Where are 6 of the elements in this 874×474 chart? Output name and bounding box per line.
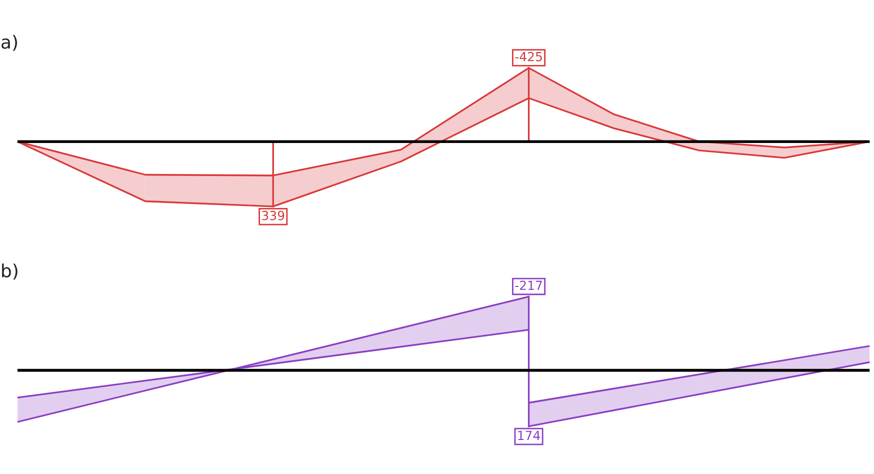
chart-title: b) xyxy=(2,264,18,280)
chart-title: a) xyxy=(2,34,17,51)
annotation: -425 xyxy=(515,52,542,62)
annotation: 339 xyxy=(262,210,284,220)
annotation: -217 xyxy=(515,280,542,290)
annotation: 174 xyxy=(518,430,540,440)
